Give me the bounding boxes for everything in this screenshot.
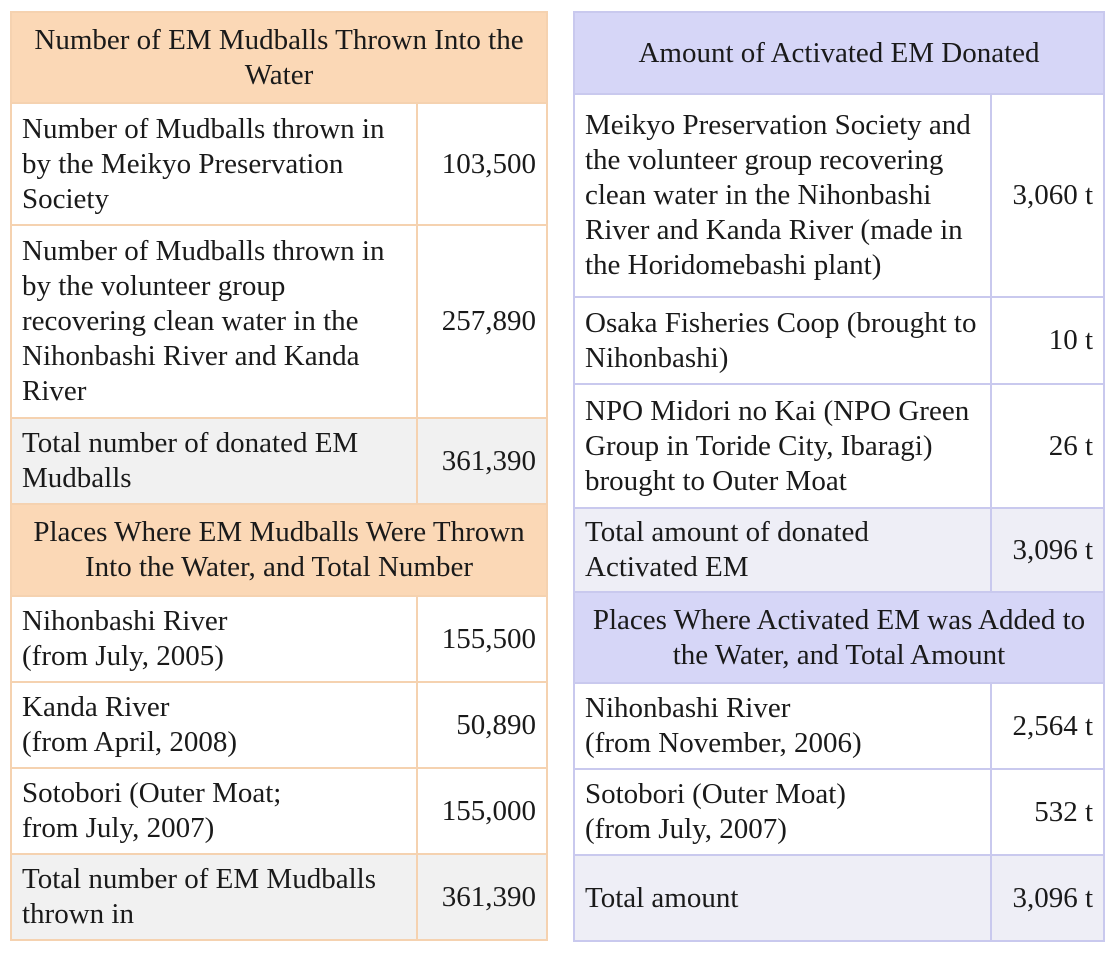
row-value: 257,890: [415, 224, 549, 419]
row-label: Nihonbashi River (from November, 2006): [573, 682, 992, 770]
row-value: 2,564 t: [990, 682, 1105, 770]
table-row: Nihonbashi River (from July, 2005) 155,50…: [10, 595, 549, 683]
total-row: Total number of EM Mudballs thrown in 36…: [10, 853, 549, 941]
total-label: Total amount of donated Activated EM: [573, 507, 992, 593]
em-mudballs-table: Number of EM Mudballs Thrown Into the Wa…: [9, 11, 549, 941]
activated-em-table: Amount of Activated EM Donated Meikyo Pr…: [573, 11, 1105, 942]
row-label: Osaka Fisheries Coop (brought to Nihonba…: [573, 296, 992, 385]
table-row: Kanda River (from April, 2008) 50,890: [10, 681, 549, 769]
row-value: 155,000: [415, 767, 549, 855]
table-row: Number of Mudballs thrown in by the volu…: [10, 224, 549, 419]
row-label: Meikyo Preservation Society and the volu…: [573, 93, 992, 298]
row-value: 155,500: [415, 595, 549, 683]
row-label: Number of Mudballs thrown in by the Meik…: [10, 102, 418, 226]
table-row: Sotobori (Outer Moat; from July, 2007) 15…: [10, 767, 549, 855]
places-thrown-header: Places Where EM Mudballs Were Thrown Int…: [9, 503, 549, 597]
total-row: Total amount 3,096 t: [573, 854, 1105, 942]
total-value: 3,096 t: [990, 507, 1105, 593]
total-label: Total number of EM Mudballs thrown in: [10, 853, 418, 941]
row-value: 3,060 t: [990, 93, 1105, 298]
total-label: Total number of donated EM Mudballs: [10, 417, 418, 505]
row-value: 532 t: [990, 768, 1105, 856]
row-label: NPO Midori no Kai (NPO Green Group in To…: [573, 383, 992, 509]
em-donated-header: Amount of Activated EM Donated: [573, 11, 1105, 95]
table-row: Meikyo Preservation Society and the volu…: [573, 93, 1105, 298]
row-label: Nihonbashi River (from July, 2005): [10, 595, 418, 683]
row-value: 103,500: [415, 102, 549, 226]
mudballs-thrown-header: Number of EM Mudballs Thrown Into the Wa…: [9, 11, 549, 104]
row-value: 50,890: [415, 681, 549, 769]
total-label: Total amount: [573, 854, 992, 942]
table-row: Nihonbashi River (from November, 2006) 2,…: [573, 682, 1105, 770]
row-label: Number of Mudballs thrown in by the volu…: [10, 224, 418, 419]
table-row: Osaka Fisheries Coop (brought to Nihonba…: [573, 296, 1105, 385]
total-row: Total number of donated EM Mudballs 361,…: [10, 417, 549, 505]
total-value: 3,096 t: [990, 854, 1105, 942]
total-row: Total amount of donated Activated EM 3,0…: [573, 507, 1105, 593]
row-label: Kanda River (from April, 2008): [10, 681, 418, 769]
table-row: NPO Midori no Kai (NPO Green Group in To…: [573, 383, 1105, 509]
row-value: 26 t: [990, 383, 1105, 509]
table-row: Sotobori (Outer Moat) (from July, 2007) 5…: [573, 768, 1105, 856]
row-label: Sotobori (Outer Moat) (from July, 2007): [573, 768, 992, 856]
total-value: 361,390: [415, 417, 549, 505]
row-value: 10 t: [990, 296, 1105, 385]
places-added-header: Places Where Activated EM was Added to t…: [573, 591, 1105, 684]
row-label: Sotobori (Outer Moat; from July, 2007): [10, 767, 418, 855]
total-value: 361,390: [415, 853, 549, 941]
table-row: Number of Mudballs thrown in by the Meik…: [10, 102, 549, 226]
